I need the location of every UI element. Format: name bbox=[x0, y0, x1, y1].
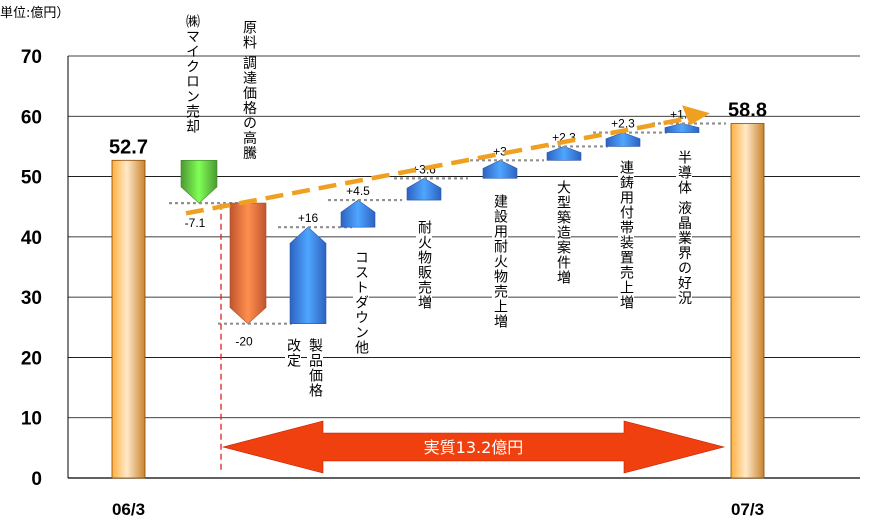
range-annotation: 実質13.2億円 bbox=[424, 438, 524, 457]
step-label-cost: コストダウン他 bbox=[353, 248, 369, 357]
y-tick-label: 10 bbox=[21, 409, 42, 430]
step-arrow bbox=[664, 123, 700, 133]
y-tick-label: 20 bbox=[21, 348, 42, 369]
y-tick-label: 0 bbox=[31, 469, 42, 490]
y-tick-label: 30 bbox=[21, 288, 42, 309]
step-label-price-1: 製品価格 bbox=[307, 336, 323, 400]
step-label-construction: 建設用耐火物売上増 bbox=[492, 192, 508, 331]
step-arrow bbox=[180, 159, 218, 204]
step-value-label: +4.5 bbox=[346, 184, 370, 198]
unit-label: 単位:億円） bbox=[0, 6, 70, 21]
total-value-start: 52.7 bbox=[109, 136, 148, 158]
step-arrow bbox=[406, 178, 442, 201]
step-arrow bbox=[289, 226, 327, 324]
y-tick-label: 40 bbox=[21, 228, 42, 249]
step-value-label: -7.1 bbox=[185, 216, 206, 230]
step-arrow bbox=[546, 146, 582, 161]
step-label-refractory: 耐火物販売増 bbox=[416, 218, 432, 312]
trend-line bbox=[185, 115, 691, 216]
y-tick-label: 50 bbox=[21, 168, 42, 189]
category-label-start: 06/3 bbox=[112, 500, 145, 519]
range-arrow bbox=[221, 420, 726, 474]
step-arrow bbox=[605, 132, 641, 147]
step-arrow bbox=[229, 202, 267, 325]
step-label-casting: 連鋳用付帯装置売上増 bbox=[618, 158, 634, 312]
step-value-label: +3 bbox=[493, 144, 507, 158]
trend-arrowhead bbox=[682, 105, 710, 126]
step-arrow bbox=[482, 159, 518, 179]
y-tick-label: 70 bbox=[21, 47, 42, 68]
step-label-large: 大型築造案件増 bbox=[555, 178, 571, 287]
category-label-end: 07/3 bbox=[731, 500, 764, 519]
step-arrow bbox=[340, 199, 376, 228]
total-value-end: 58.8 bbox=[728, 100, 767, 122]
step-label-price-2: 改定 bbox=[285, 336, 301, 370]
y-tick-label: 60 bbox=[21, 107, 42, 128]
total-bar-end bbox=[730, 123, 765, 479]
step-value-label: +2.3 bbox=[611, 117, 635, 131]
step-value-label: -20 bbox=[235, 335, 253, 349]
step-label-material: 原料 調達価格の高騰 bbox=[241, 20, 257, 161]
step-label-micron: ㈱マイクロン売却 bbox=[184, 14, 200, 134]
step-label-semi: 半導体 液晶業界の好況 bbox=[676, 148, 692, 308]
step-value-label: +16 bbox=[298, 211, 319, 225]
total-bar-start bbox=[111, 159, 146, 479]
